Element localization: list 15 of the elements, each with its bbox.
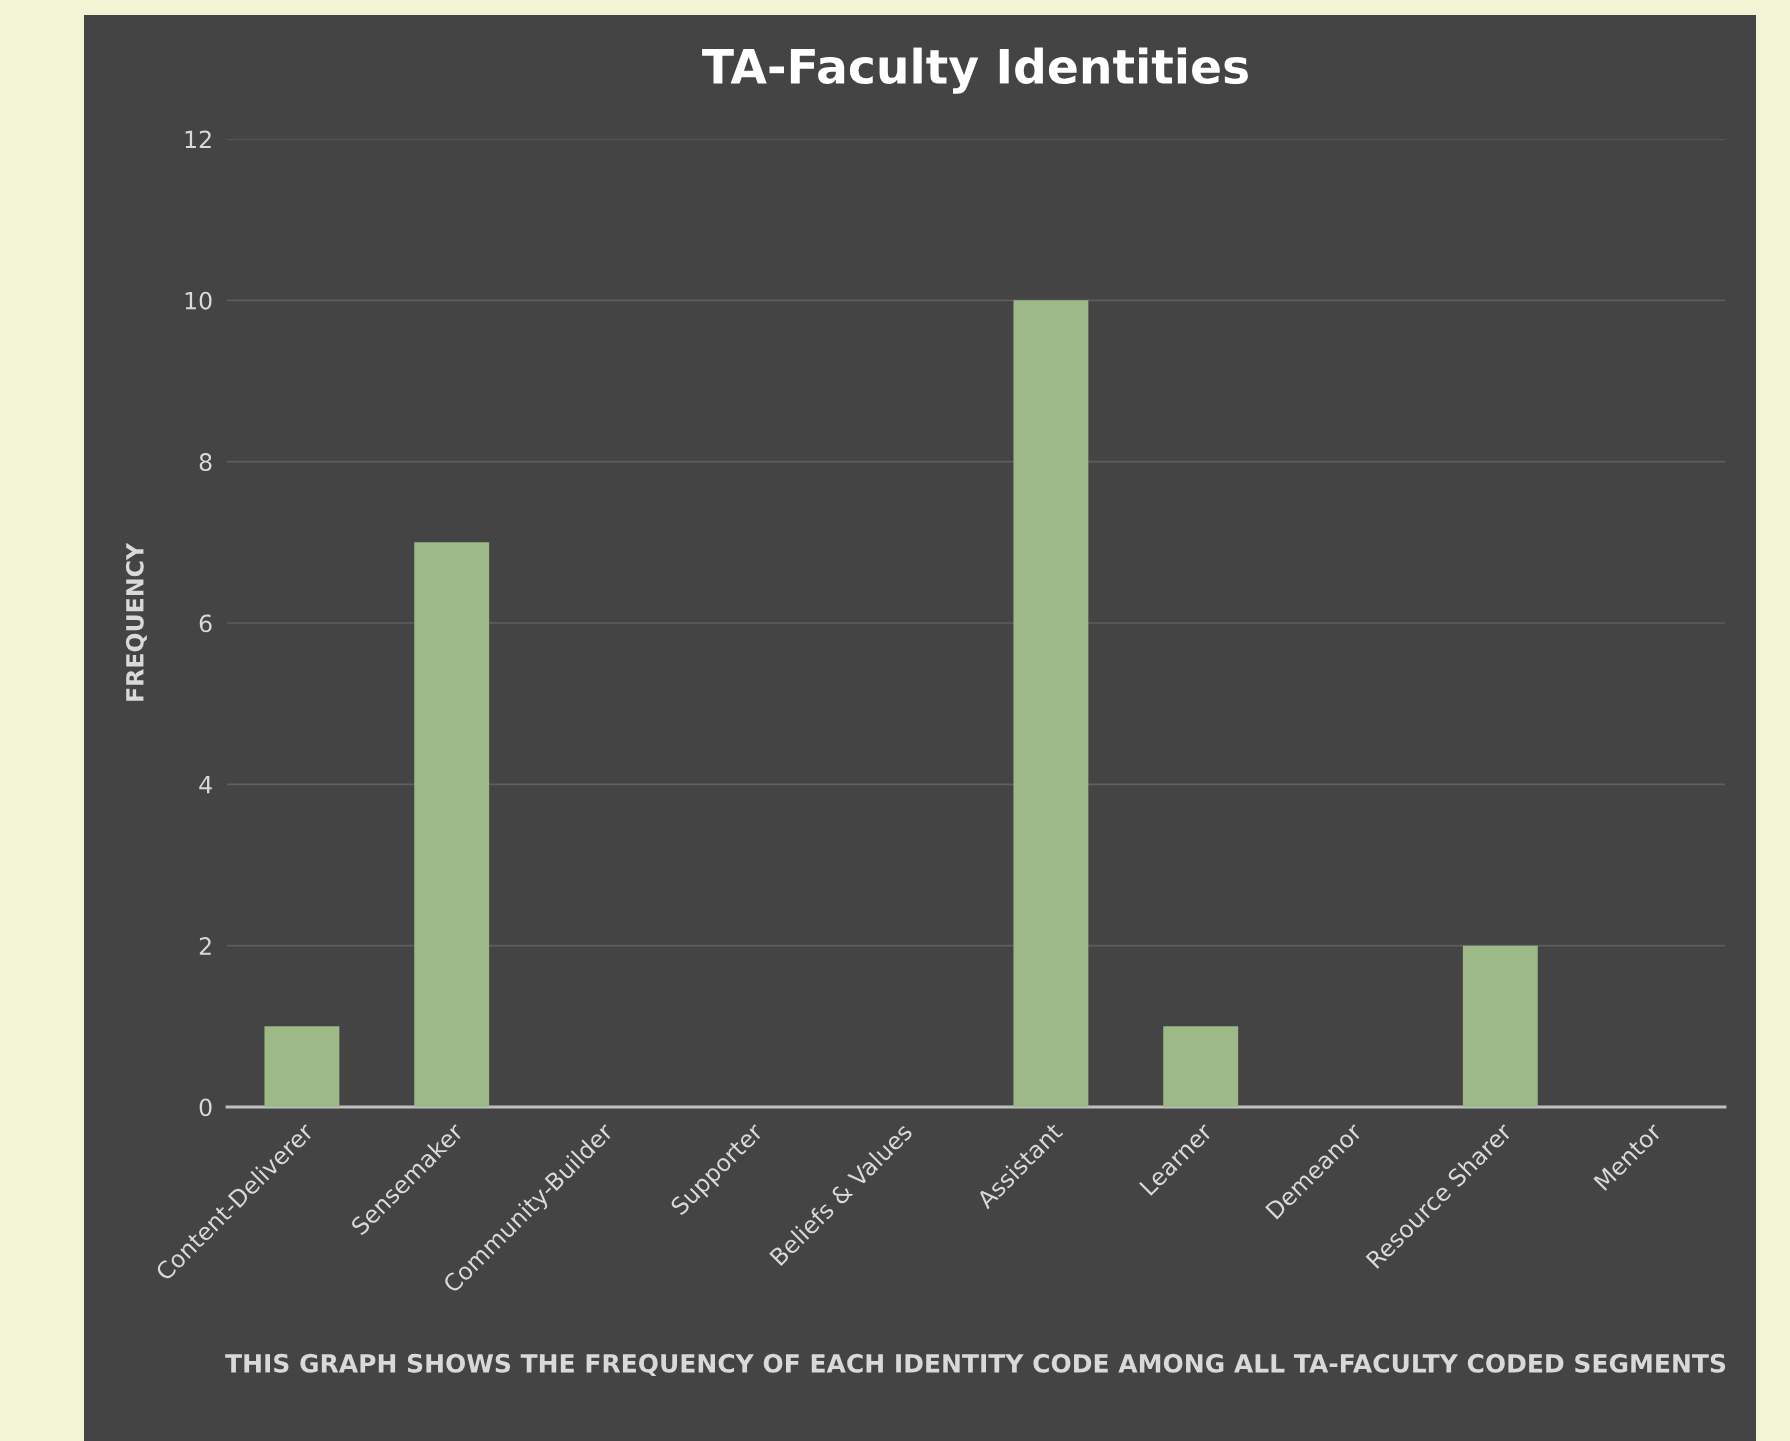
y-axis-title: FREQUENCY [125, 542, 147, 701]
y-tick-label: 4 [199, 776, 212, 794]
bar [1163, 1026, 1239, 1107]
y-tick-label: 0 [199, 1098, 212, 1117]
bar [1462, 945, 1538, 1107]
y-tick-label: 10 [185, 291, 212, 310]
bar [414, 542, 490, 1107]
bar [264, 1026, 340, 1107]
y-tick-label: 12 [185, 130, 211, 148]
y-tick-label: 6 [199, 614, 212, 633]
y-tick-label: 8 [199, 453, 212, 471]
x-axis-title: THIS GRAPH SHOWS THE FREQUENCY OF EACH IDENTITY CODE AMONG ALL TA-FACULTY CODED SEGMENTS [225, 1353, 1726, 1377]
y-tick-label: 2 [199, 937, 211, 955]
chart-title: TA-Faculty Identities [702, 47, 1248, 94]
bar [1013, 300, 1089, 1107]
